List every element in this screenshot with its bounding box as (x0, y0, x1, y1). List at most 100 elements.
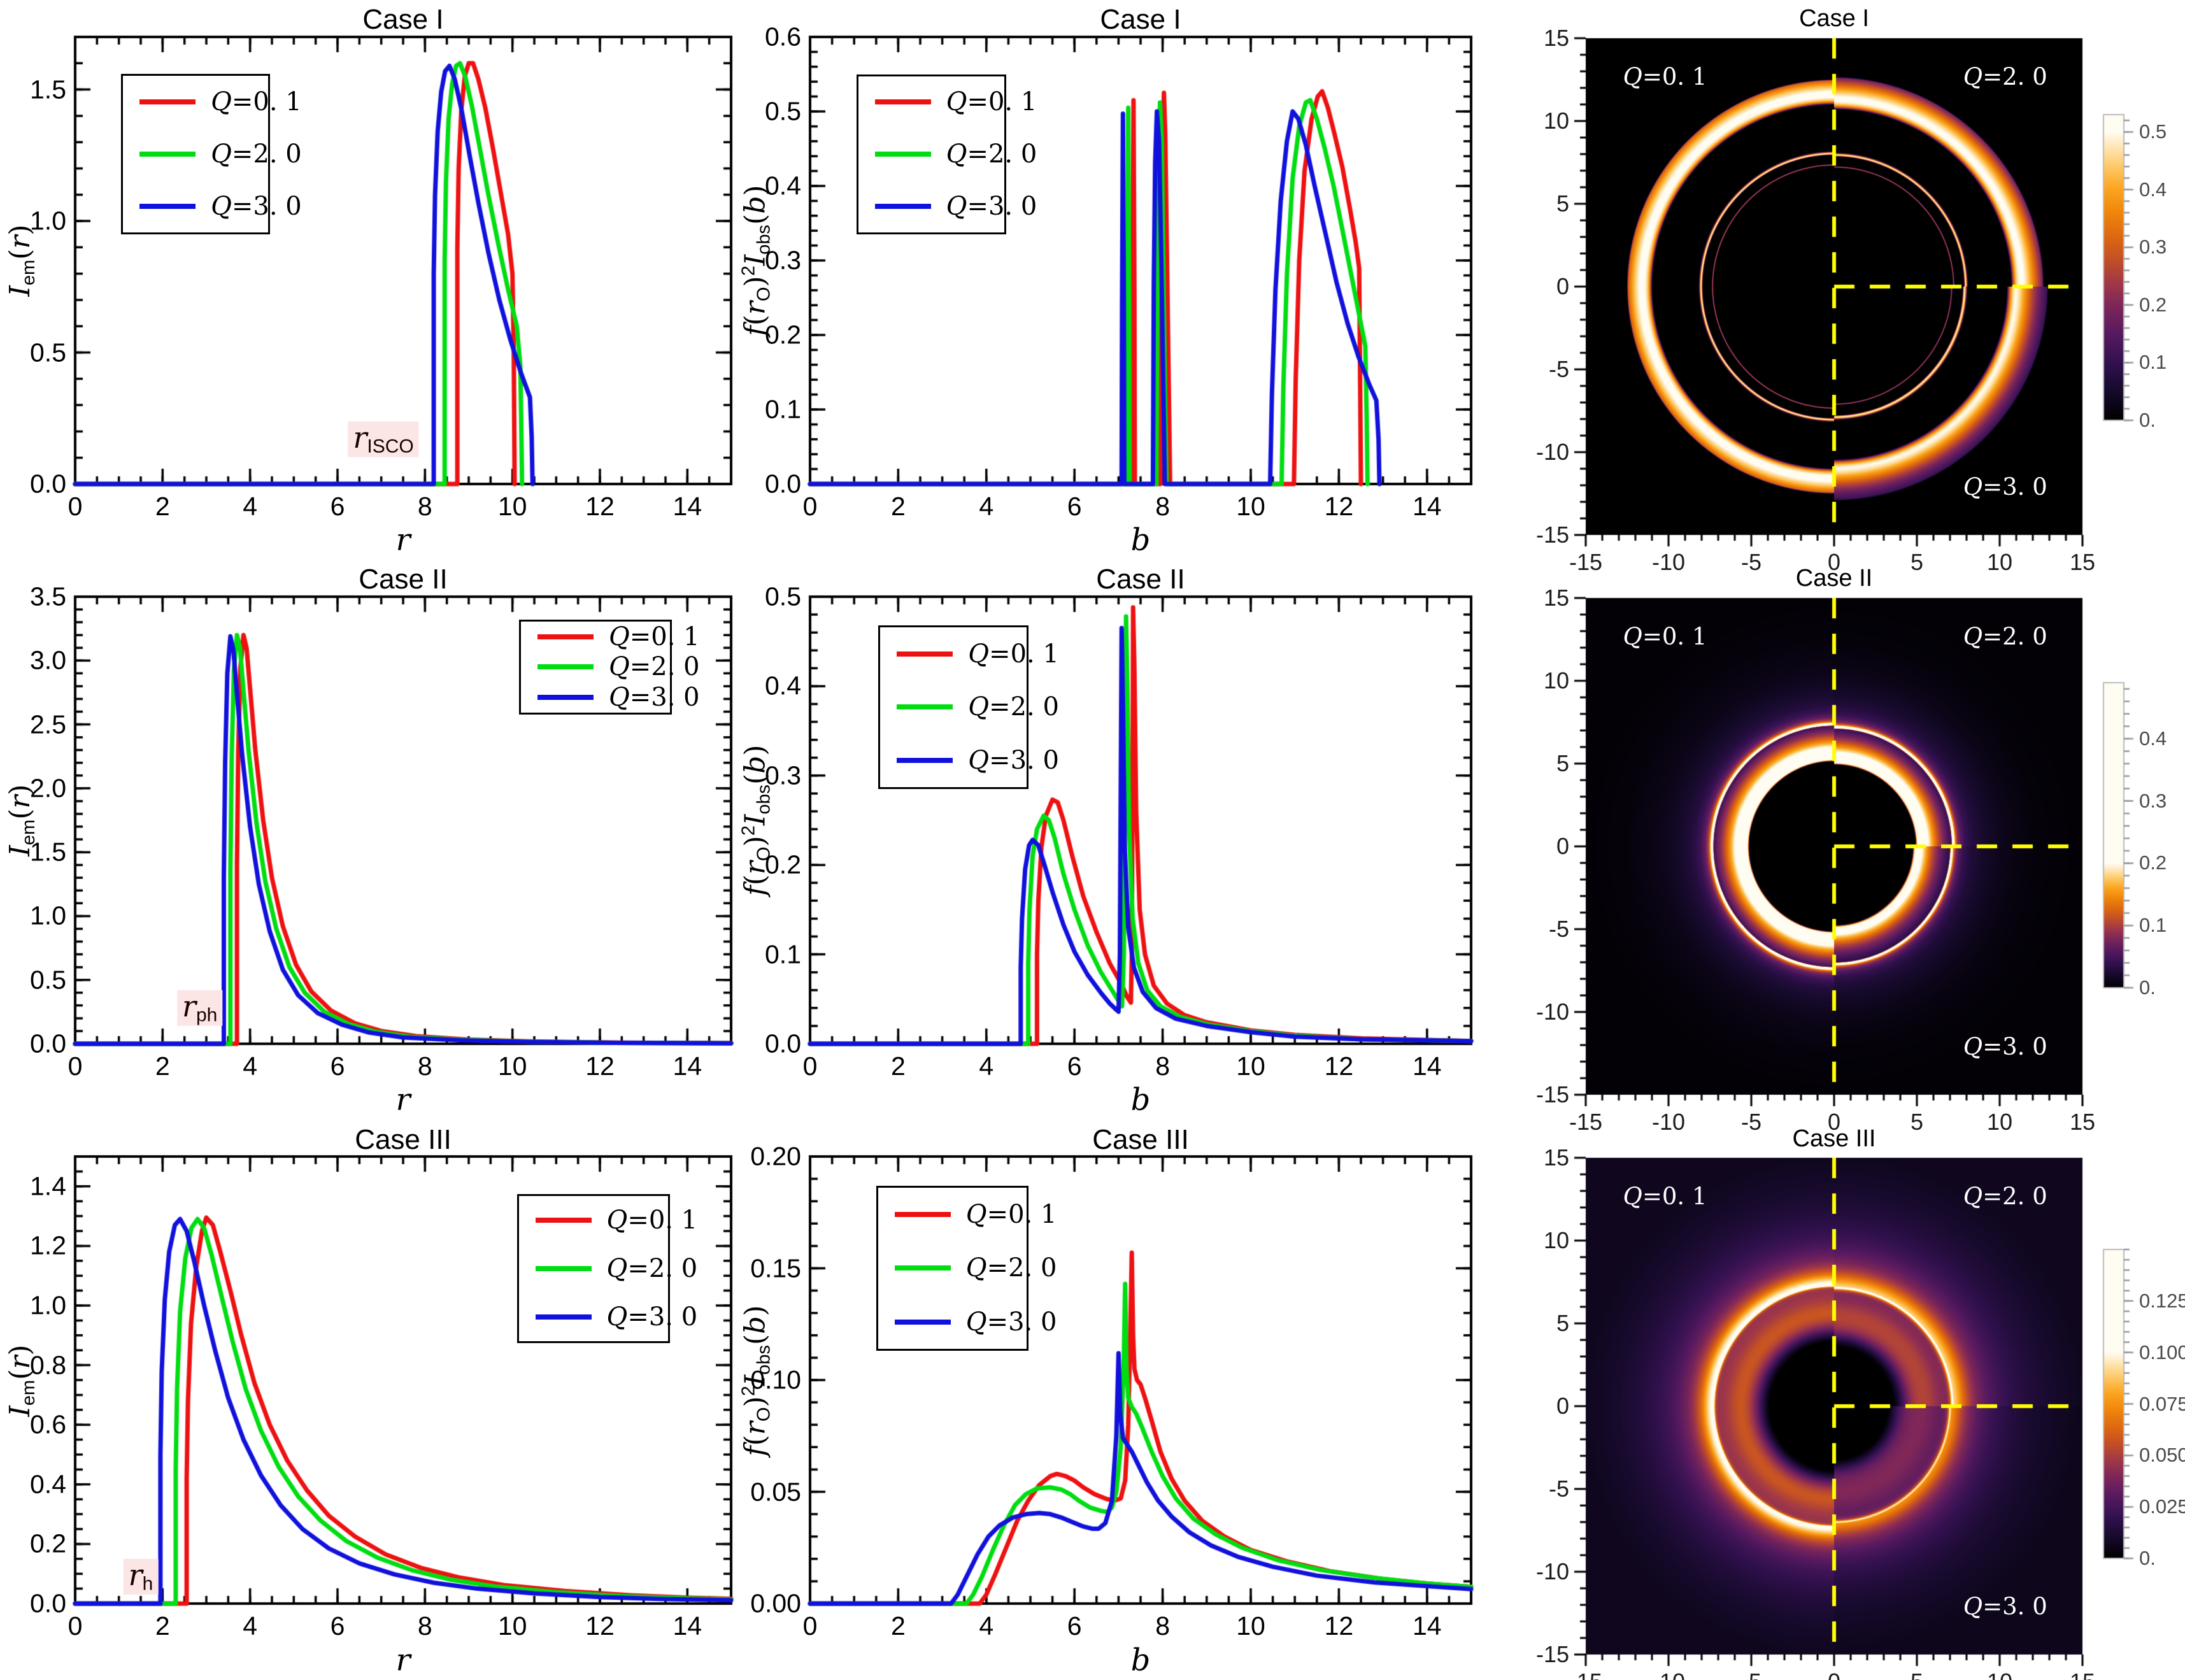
annotation-r-h: rh (123, 1558, 159, 1595)
axis-tick-label: 2 (155, 1611, 170, 1641)
axis-tick-label: 0.1 (765, 394, 801, 424)
axis-tick-label: 10 (497, 1611, 527, 1641)
annotation-r-isco: rISCO (348, 421, 419, 458)
axis-tick-label: 14 (673, 492, 702, 521)
axis-tick-label: 0 (68, 1051, 83, 1081)
axis-tick-label: 0.6 (30, 1409, 66, 1439)
colorbar-tick-label: 0.100 (2139, 1341, 2185, 1363)
panel-title: Case II (1096, 564, 1185, 595)
axis-tick-label: 0.1 (765, 939, 801, 969)
panel-case2-observed-plot: Case II b f(rO)2Iobs(b) Q=0. 1 Q=2. 0 Q=3.… (738, 560, 1487, 1120)
axis-tick-label: 0.2 (765, 320, 801, 350)
legend-line-sample (537, 694, 594, 700)
legend-item-label: Q=2. 0 (606, 1253, 698, 1283)
legend-line-sample (894, 1211, 951, 1217)
legend-item-label: Q=0. 1 (965, 1199, 1057, 1229)
legend-item-label: Q=0. 1 (608, 622, 700, 651)
colorbar-tick-label: 0.3 (2139, 789, 2167, 812)
legend-item: Q=3. 0 (139, 192, 302, 221)
axis-tick-label: 6 (330, 492, 345, 521)
axis-tick-label: 8 (1155, 1611, 1170, 1641)
axis-tick-label: 0.2 (765, 850, 801, 879)
legend-line-sample (874, 204, 931, 210)
panel-title: Case I (1799, 5, 1869, 32)
axis-tick-label: 0.4 (765, 671, 801, 701)
x-axis-label: r (395, 522, 411, 558)
quadrant-label-q01: Q=0. 1 (1623, 63, 1707, 90)
legend-item: Q=2. 0 (139, 139, 302, 169)
axis-tick-label: -5 (1548, 356, 1569, 382)
colorbar-tick-label: 0.1 (2139, 914, 2167, 937)
axis-tick-label: 0 (1556, 1393, 1569, 1419)
axis-tick-label: 5 (1556, 1310, 1569, 1336)
legend-item-label: Q=2. 0 (946, 139, 1037, 169)
axis-tick-label: 14 (673, 1051, 702, 1081)
colorbar-tick-label: 0.1 (2139, 351, 2167, 374)
axis-tick-label: 2 (890, 1051, 906, 1081)
legend-item: Q=2. 0 (537, 652, 700, 681)
legend-line-sample (894, 1320, 951, 1325)
axis-tick-label: 12 (1324, 492, 1354, 521)
shadow-image-canvas (1487, 1120, 2185, 1680)
axis-tick-label: 1.2 (30, 1230, 66, 1260)
axis-tick-label: 0.3 (765, 245, 801, 275)
panel-title: Case III (1792, 1125, 1876, 1152)
legend-item: Q=3. 0 (537, 683, 700, 712)
legend-item-label: Q=0. 1 (211, 87, 302, 117)
axis-tick-label: 2 (155, 492, 170, 521)
legend-item-label: Q=0. 1 (606, 1205, 698, 1235)
legend: Q=0. 1 Q=2. 0 Q=3. 0 (856, 74, 1037, 235)
shadow-image-canvas (1487, 560, 2185, 1120)
axis-tick-label: 8 (417, 1611, 432, 1641)
axis-tick-label: 0 (1828, 1669, 1840, 1680)
axis-tick-label: 15 (1543, 1144, 1569, 1171)
legend-item-label: Q=3. 0 (968, 746, 1059, 776)
legend-line-sample (897, 758, 953, 764)
axis-tick-label: 2.5 (30, 709, 66, 739)
axis-tick-label: 0.8 (30, 1350, 66, 1380)
axis-tick-label: 0.00 (750, 1588, 801, 1618)
colorbar-tick-label: 0.3 (2139, 236, 2167, 259)
axis-tick-label: 8 (1155, 1051, 1170, 1081)
axis-tick-label: 0.10 (750, 1365, 801, 1395)
axis-tick-label: -5 (1548, 916, 1569, 942)
axis-tick-label: 14 (1412, 1051, 1442, 1081)
plot-canvas (739, 560, 1487, 1120)
legend-item: Q=3. 0 (894, 1307, 1057, 1337)
axis-tick-label: 4 (979, 492, 994, 521)
panel-case2-emission-plot: Case II r Iem(r) Q=0. 1 Q=2. 0 Q=3. 0 rph … (0, 560, 739, 1120)
legend-line-sample (897, 651, 953, 657)
colorbar-tick-label: 0. (2139, 1547, 2156, 1569)
legend-item: Q=0. 1 (894, 1200, 1057, 1229)
axis-tick-label: 10 (1236, 1051, 1265, 1081)
axis-tick-label: 6 (330, 1051, 345, 1081)
legend-line-sample (894, 1265, 951, 1271)
axis-tick-label: 1.0 (30, 901, 66, 930)
colorbar-tick-label: 0.2 (2139, 851, 2167, 874)
axis-tick-label: 14 (673, 1611, 702, 1641)
colorbar-tick-label: 0.050 (2139, 1444, 2185, 1467)
axis-tick-label: 0.20 (750, 1141, 801, 1171)
panel-case3-observed-plot: Case III b f(rO)2Iobs(b) Q=0. 1 Q=2. 0 Q=3… (738, 1120, 1487, 1680)
legend-line-sample (535, 1265, 592, 1271)
legend-line-sample (537, 634, 594, 639)
legend: Q=0. 1 Q=2. 0 Q=3. 0 (516, 1193, 697, 1343)
colorbar-tick-label: 0.2 (2139, 293, 2167, 316)
legend-item-label: Q=2. 0 (968, 692, 1059, 722)
axis-tick-label: 0.3 (765, 760, 801, 790)
legend-item: Q=0. 1 (537, 622, 700, 651)
legend-item-label: Q=3. 0 (946, 192, 1037, 222)
axis-tick-label: 0.5 (30, 965, 66, 995)
axis-tick-label: 5 (1911, 1669, 1923, 1680)
quadrant-label-q01: Q=0. 1 (1623, 1183, 1707, 1210)
panel-title: Case III (1092, 1124, 1189, 1155)
axis-tick-label: 1.4 (30, 1171, 66, 1201)
legend-line-sample (874, 152, 931, 157)
legend-item-label: Q=3. 0 (965, 1307, 1057, 1337)
axis-tick-label: 12 (1324, 1611, 1354, 1641)
axis-tick-label: 5 (1556, 190, 1569, 217)
axis-tick-label: 0.0 (30, 1029, 66, 1058)
axis-tick-label: 0.5 (765, 581, 801, 611)
legend-item-label: Q=3. 0 (606, 1302, 698, 1332)
panel-title: Case II (359, 564, 448, 595)
